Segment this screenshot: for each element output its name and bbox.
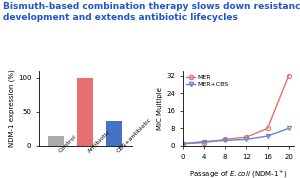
Bar (48, 136, 64, 146)
Text: CBS+antibiotic: CBS+antibiotic (116, 117, 153, 154)
Y-axis label: MIC Multiple: MIC Multiple (157, 87, 163, 130)
Y-axis label: NDM-1 expression (%): NDM-1 expression (%) (9, 70, 15, 147)
Text: Antibiotic: Antibiotic (87, 129, 112, 154)
Text: Passage of $\it{E.coli}$ (NDM-1$^+$): Passage of $\it{E.coli}$ (NDM-1$^+$) (189, 168, 288, 178)
Text: Bismuth-based combination therapy slows down resistance
development and extends : Bismuth-based combination therapy slows … (3, 2, 300, 22)
Text: Control: Control (58, 134, 77, 154)
Bar (106, 121, 122, 146)
Legend: MER, MER+CBS: MER, MER+CBS (186, 74, 229, 87)
Bar (77, 78, 93, 146)
